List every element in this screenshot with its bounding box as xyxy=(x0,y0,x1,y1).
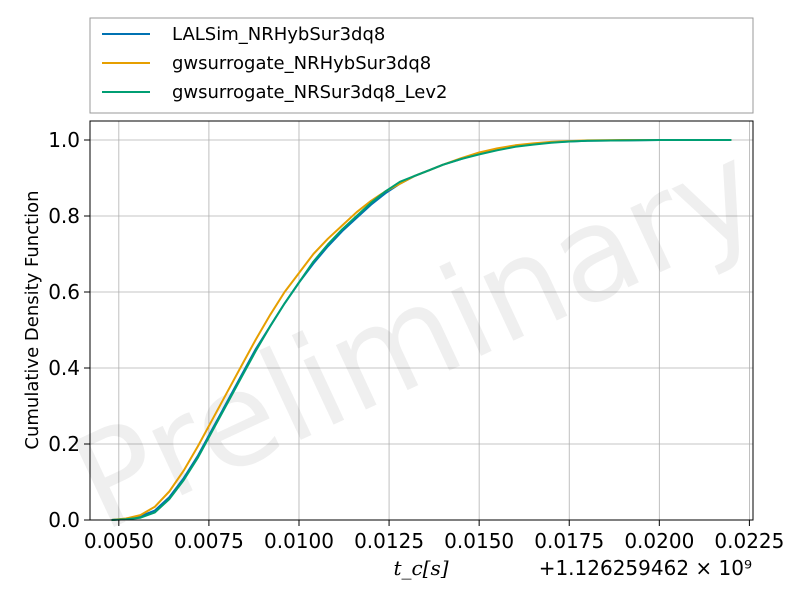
series-lines xyxy=(111,139,732,521)
x-tick-label: 0.0225 xyxy=(714,529,784,553)
y-tick-label: 0.8 xyxy=(48,204,80,228)
x-tick-label: 0.0125 xyxy=(354,529,424,553)
legend-entry-1: LALSim_NRHybSur3dq8 xyxy=(102,24,385,45)
y-tick-label: 0.2 xyxy=(48,432,80,456)
series-line-3 xyxy=(111,139,732,521)
plot-frame xyxy=(89,120,754,521)
x-tick-label: 0.0075 xyxy=(174,529,244,553)
legend-label: gwsurrogate_NRHybSur3dq8 xyxy=(172,53,431,74)
y-tick-label: 0.0 xyxy=(48,508,80,532)
y-tick-label: 0.4 xyxy=(48,356,80,380)
y-tick-label: 1.0 xyxy=(48,128,80,152)
x-axis-label: t_c[s] xyxy=(393,556,448,580)
y-axis: 0.0 0.2 0.4 0.6 0.8 1.0 xyxy=(48,128,90,532)
legend-label: LALSim_NRHybSur3dq8 xyxy=(172,24,385,45)
x-tick-label: 0.0175 xyxy=(534,529,604,553)
legend-entry-3: gwsurrogate_NRSur3dq8_Lev2 xyxy=(102,82,447,103)
x-axis: 0.0050 0.0075 0.0100 0.0125 0.0150 0.0175 0.02… xyxy=(84,520,784,553)
x-tick-label: 0.0050 xyxy=(84,529,154,553)
y-axis-label: Cumulative Density Function xyxy=(22,190,43,449)
legend-frame xyxy=(89,17,754,114)
y-tick-label: 0.6 xyxy=(48,280,80,304)
x-offset-label: +1.126259462 × 10⁹ xyxy=(539,556,752,580)
legend: LALSim_NRHybSur3dq8 gwsurrogate_NRHybSur3… xyxy=(89,17,754,114)
legend-entry-2: gwsurrogate_NRHybSur3dq8 xyxy=(102,53,431,74)
legend-label: gwsurrogate_NRSur3dq8_Lev2 xyxy=(172,82,447,103)
x-tick-label: 0.0100 xyxy=(264,529,334,553)
plot-area: Preliminary xyxy=(51,113,781,561)
x-tick-label: 0.0200 xyxy=(624,529,694,553)
x-tick-label: 0.0150 xyxy=(444,529,514,553)
grid xyxy=(90,121,753,521)
